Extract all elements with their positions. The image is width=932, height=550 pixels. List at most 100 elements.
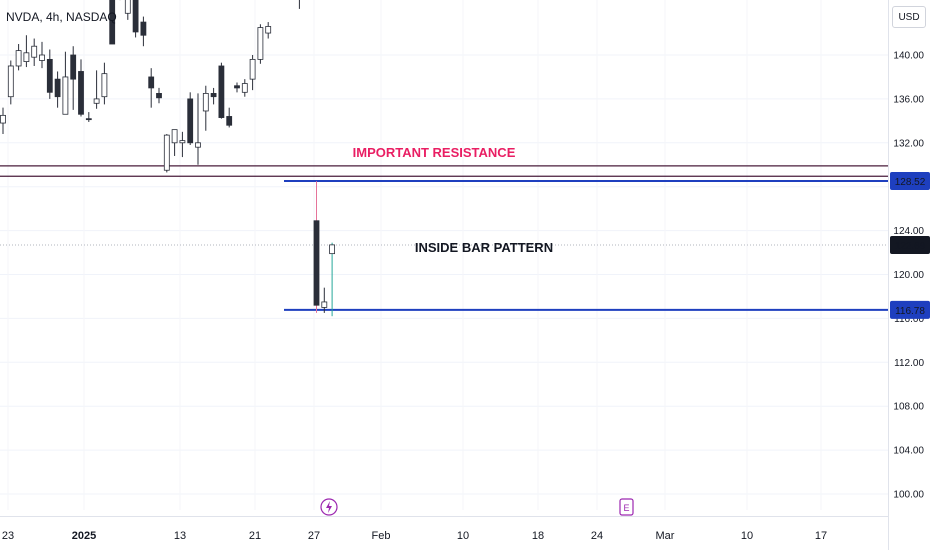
x-tick-label: 2025 [72, 530, 96, 542]
dividend-lightning-icon[interactable] [320, 498, 338, 516]
candle-body [234, 85, 240, 89]
candle-body [93, 98, 100, 104]
important-resistance-label: IMPORTANT RESISTANCE [353, 145, 516, 160]
candle [70, 46, 77, 110]
candle [140, 16, 147, 47]
candle-body [46, 58, 53, 93]
y-tick-label: 100.00 [893, 490, 924, 501]
candle-body [163, 134, 170, 171]
price-label-low: 116.78 [895, 306, 925, 317]
candle-body [249, 58, 256, 80]
price-label-high-bg [890, 171, 930, 190]
candle [132, 0, 139, 38]
candle [179, 131, 186, 158]
candle [156, 87, 162, 104]
candle-body [218, 65, 225, 118]
candle-body [85, 118, 92, 121]
candle-body [0, 114, 6, 124]
candle-body [313, 220, 320, 306]
candle [15, 44, 22, 71]
candle-body [257, 27, 264, 60]
candle [109, 0, 116, 45]
x-tick-label: 10 [741, 530, 753, 542]
candle [210, 87, 217, 105]
candle-body [241, 83, 248, 93]
candle [234, 82, 240, 93]
candle-body [179, 140, 186, 144]
candle [313, 181, 320, 313]
candle-body [39, 54, 45, 61]
candle [226, 107, 233, 128]
y-tick-label: 112.00 [894, 358, 924, 369]
x-tick-label: 13 [174, 530, 186, 542]
candle [62, 51, 69, 115]
price-label-last: 122.69 [895, 241, 926, 252]
candle-body [140, 21, 147, 36]
x-tick-label: Feb [372, 530, 391, 542]
candle-body [329, 244, 336, 255]
candle-body [78, 71, 84, 115]
candle [163, 134, 170, 173]
y-tick-label: 140.00 [893, 51, 924, 62]
candle-body [226, 116, 233, 126]
earnings-label: E [623, 503, 629, 513]
x-tick-label: 17 [815, 530, 827, 542]
candle [148, 68, 155, 108]
y-tick-label: 124.00 [893, 226, 924, 237]
candle [171, 129, 178, 156]
candle-body [124, 0, 131, 14]
candle [249, 55, 256, 91]
candle [0, 107, 6, 135]
candle [187, 92, 194, 145]
candle [23, 35, 30, 68]
candle [93, 70, 100, 109]
candle-body [321, 301, 328, 308]
candle-body [156, 93, 162, 99]
candle [241, 79, 248, 97]
symbol-title[interactable]: NVDA, 4h, NASDAQ [6, 10, 117, 24]
x-tick-label: 18 [532, 530, 544, 542]
candle-body [195, 142, 201, 148]
candle [265, 22, 272, 39]
price-label-last-bg [890, 235, 930, 254]
candle-body [132, 0, 139, 33]
candle [7, 60, 14, 105]
candle-body [31, 45, 38, 58]
price-label-high: 128.52 [895, 177, 926, 188]
candle-body [148, 76, 155, 89]
y-tick-label: 136.00 [893, 94, 924, 105]
candle-body [187, 98, 194, 144]
y-tick-label: 108.00 [893, 402, 924, 413]
x-tick-label: 23 [2, 530, 14, 542]
candle-body [171, 129, 178, 144]
x-tick-label: 27 [308, 530, 320, 542]
candle-body [54, 78, 61, 98]
candle-body [101, 73, 108, 98]
candle [329, 242, 336, 317]
candle [202, 85, 209, 131]
candle [321, 287, 328, 313]
x-tick-label: 24 [591, 530, 603, 542]
x-tick-label: 21 [249, 530, 261, 542]
price-label-low-bg [890, 300, 930, 319]
candle [31, 38, 38, 66]
candle [218, 62, 225, 119]
candle [46, 49, 53, 99]
y-tick-label: 104.00 [893, 446, 924, 457]
candle-body [265, 26, 272, 34]
candle-body [202, 93, 209, 112]
x-tick-label: 10 [457, 530, 469, 542]
y-tick-label: 132.00 [893, 138, 924, 149]
candle-body [70, 54, 77, 80]
candle [54, 71, 61, 108]
y-tick-label: 116.00 [894, 314, 924, 325]
candle-body [62, 76, 69, 115]
candle [298, 0, 300, 9]
candle [195, 93, 201, 165]
earnings-icon[interactable]: E [619, 498, 634, 516]
candle [124, 0, 131, 20]
y-tick-label: 120.00 [893, 270, 924, 281]
currency-button[interactable]: USD [892, 6, 926, 28]
